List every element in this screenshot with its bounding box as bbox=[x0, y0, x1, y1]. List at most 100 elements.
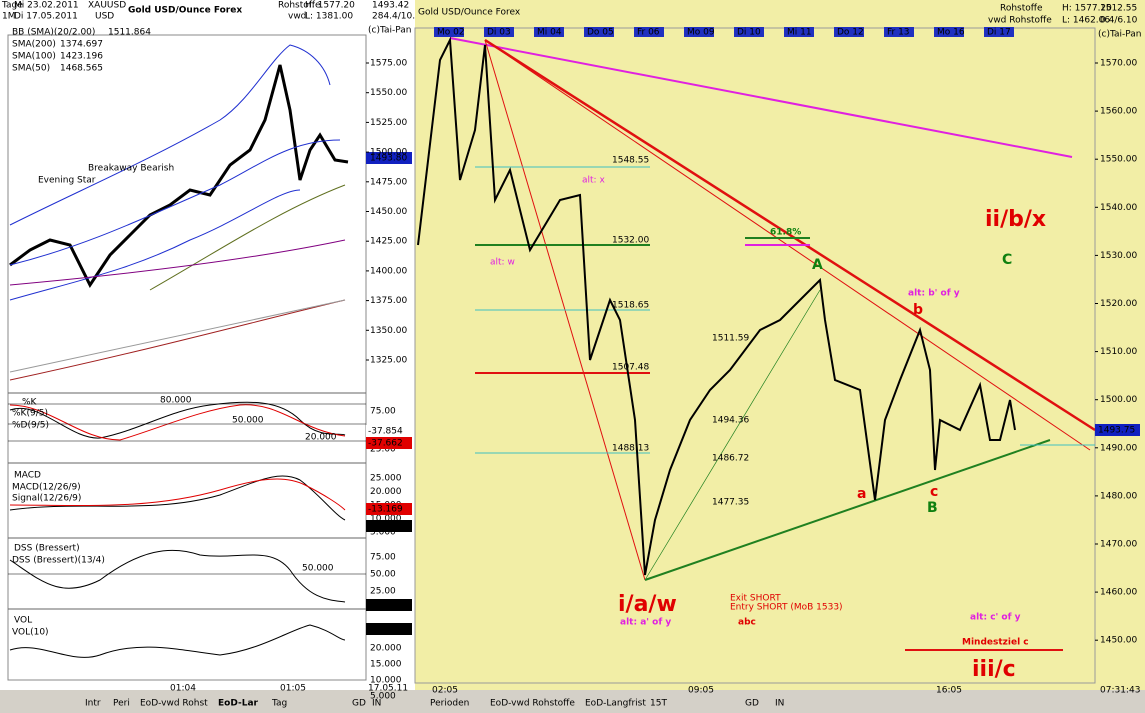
label: USD bbox=[95, 12, 114, 22]
label: 1512.55 bbox=[1100, 4, 1137, 14]
label: 75.00 bbox=[370, 553, 396, 563]
label: 1374.697 bbox=[60, 40, 103, 50]
label: Mi 23.02.2011 bbox=[14, 1, 79, 11]
label: %K(9/5) bbox=[12, 409, 48, 419]
price-tag-bg bbox=[1095, 424, 1140, 436]
label: 15T bbox=[650, 699, 667, 709]
label: 1548.55 bbox=[612, 156, 649, 166]
label: alt: a' of y bbox=[620, 618, 671, 628]
label: Mo 16 bbox=[937, 28, 965, 38]
label: 07:31:43 bbox=[1100, 686, 1140, 696]
label: Gold USD/Ounce Forex bbox=[128, 6, 242, 16]
price-candles bbox=[9, 64, 349, 288]
label: IN bbox=[372, 699, 381, 709]
label: EoD-vwd Rohstoffe bbox=[490, 699, 575, 709]
value-tag bbox=[366, 623, 412, 635]
label: 50.00 bbox=[370, 570, 396, 580]
label: Breakaway Bearish bbox=[88, 164, 174, 174]
date-box bbox=[984, 27, 1014, 37]
label: Di 17 bbox=[987, 28, 1011, 38]
label: IN bbox=[775, 699, 784, 709]
label: 20.000 bbox=[370, 644, 402, 654]
label: 1520.00 bbox=[1100, 299, 1137, 309]
label: Di 17.05.2011 bbox=[14, 12, 78, 22]
label: 10.000 bbox=[370, 514, 402, 524]
date-box bbox=[934, 27, 964, 37]
label: 1490.00 bbox=[1100, 443, 1137, 453]
label: 1M bbox=[2, 12, 16, 22]
label: -37.662 bbox=[368, 439, 403, 449]
stoch-k bbox=[9, 401, 346, 439]
label: VOL bbox=[14, 616, 32, 626]
label: 02:05 bbox=[432, 686, 458, 696]
label: Exit SHORT bbox=[730, 594, 781, 604]
label: VOL(10) bbox=[12, 628, 49, 638]
label: SMA(100) bbox=[12, 52, 56, 62]
label: XAUUSD bbox=[88, 1, 126, 11]
label: 16:05 bbox=[936, 686, 962, 696]
label: -13.169 bbox=[368, 505, 403, 515]
date-box bbox=[684, 27, 714, 37]
label: L: 1462.06 bbox=[1062, 16, 1110, 26]
label: A bbox=[812, 257, 823, 273]
label: 1375.00 bbox=[370, 296, 407, 306]
label: 25.000 bbox=[370, 474, 402, 484]
value-tag bbox=[366, 503, 412, 515]
label: %D(9/5) bbox=[12, 421, 49, 431]
trend-green-thin bbox=[644, 289, 821, 581]
date-box bbox=[484, 27, 514, 37]
label: 1570.00 bbox=[1100, 59, 1137, 69]
label: DSS (Bressert) bbox=[14, 544, 80, 554]
label: b bbox=[913, 302, 923, 318]
label: 01:05 bbox=[280, 684, 306, 694]
label: 75.00 bbox=[370, 407, 396, 417]
label: 1507.48 bbox=[612, 363, 649, 373]
label: -37.854 bbox=[368, 427, 403, 437]
label: 1532.00 bbox=[612, 236, 649, 246]
label: 1525.00 bbox=[370, 118, 407, 128]
label: 1518.65 bbox=[612, 301, 649, 311]
label: 1550.00 bbox=[1100, 155, 1137, 165]
label: 09:05 bbox=[688, 686, 714, 696]
date-box bbox=[734, 27, 764, 37]
label: alt: x bbox=[582, 176, 605, 186]
label: 1425.00 bbox=[370, 237, 407, 247]
price-line bbox=[417, 36, 1016, 576]
label: C bbox=[1002, 252, 1012, 268]
label: -20.514 bbox=[368, 625, 403, 635]
label: Mindestziel c bbox=[962, 638, 1029, 648]
label: Mi 04 bbox=[537, 28, 562, 38]
toolbar bbox=[0, 692, 1145, 713]
label: Tage bbox=[1, 1, 23, 11]
label: Mo 02 bbox=[437, 28, 465, 38]
label: -1.233 bbox=[368, 601, 397, 611]
label: Rohstoffe bbox=[1000, 4, 1043, 14]
label: 50.000 bbox=[232, 416, 264, 426]
label: 1511.864 bbox=[108, 28, 151, 38]
label: 10.000 bbox=[370, 676, 402, 686]
label: 1488.13 bbox=[612, 444, 649, 454]
label: 1493.80 bbox=[370, 154, 407, 164]
label: 1350.00 bbox=[370, 326, 407, 336]
date-box bbox=[634, 27, 664, 37]
label: Signal(12/26/9) bbox=[12, 494, 81, 504]
left-plot bbox=[7, 34, 367, 681]
label: Tag bbox=[271, 699, 287, 709]
label: Do 05 bbox=[587, 28, 614, 38]
trend-green bbox=[644, 439, 1051, 581]
trend bbox=[9, 299, 346, 373]
label: Fr 13 bbox=[887, 28, 910, 38]
label: 20.000 bbox=[370, 487, 402, 497]
label: alt: c' of y bbox=[970, 613, 1021, 623]
label: 1480.00 bbox=[1100, 491, 1137, 501]
label: SMA(50) bbox=[12, 64, 50, 74]
label: Rohstoffe bbox=[278, 1, 321, 11]
label: SMA(200) bbox=[12, 40, 56, 50]
label: 61.8% bbox=[770, 228, 801, 238]
label: Mo 09 bbox=[687, 28, 715, 38]
label: GD bbox=[352, 699, 366, 709]
levels bbox=[475, 237, 1063, 651]
separators bbox=[8, 392, 366, 610]
label: 01:04 bbox=[170, 684, 196, 694]
label: L: 1381.00 bbox=[305, 12, 353, 22]
